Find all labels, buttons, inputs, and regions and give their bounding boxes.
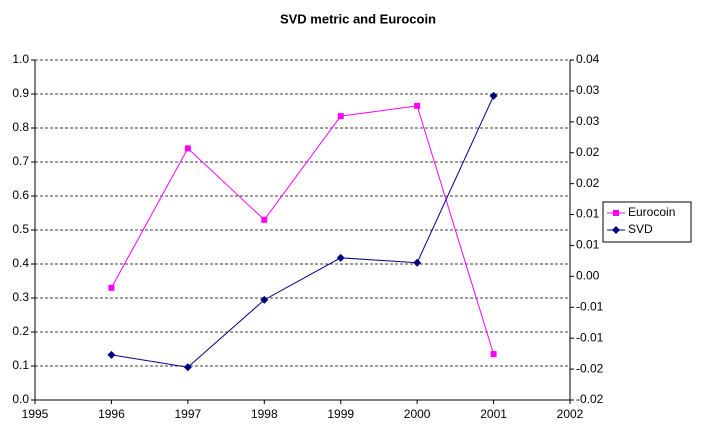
y2-tick-label: 0.03 xyxy=(576,114,600,128)
y2-tick-label: -0.02 xyxy=(576,361,604,375)
x-tick-label: 2002 xyxy=(557,407,584,421)
point xyxy=(107,350,116,359)
x-tick-label: 1997 xyxy=(175,407,202,421)
y-tick-label: 0.4 xyxy=(12,256,29,270)
y-tick-label: 0.5 xyxy=(12,222,29,236)
y2-tick-label: 0.01 xyxy=(576,207,600,221)
point xyxy=(260,295,269,304)
point xyxy=(490,351,497,358)
y2-tick-label: 0.03 xyxy=(576,83,600,97)
y-tick-label: 0.1 xyxy=(12,358,29,372)
legend-marker xyxy=(612,226,620,234)
point xyxy=(489,91,498,100)
x-tick-label: 2000 xyxy=(404,407,431,421)
x-tick-label: 1998 xyxy=(251,407,278,421)
y-tick-label: 0.3 xyxy=(12,290,29,304)
y-tick-label: 0.9 xyxy=(12,86,29,100)
point xyxy=(336,253,345,262)
point xyxy=(413,258,422,267)
x-tick-label: 1995 xyxy=(22,407,49,421)
x-tick-label: 2001 xyxy=(480,407,507,421)
chart-title: SVD metric and Eurocoin xyxy=(280,11,436,26)
point xyxy=(414,102,421,109)
legend-marker xyxy=(613,210,619,216)
point xyxy=(261,216,268,223)
point xyxy=(108,284,115,291)
series-line xyxy=(111,95,495,368)
y2-tick-label: -0.01 xyxy=(576,330,604,344)
y-tick-label: 0.8 xyxy=(12,120,29,134)
y-tick-label: 0.0 xyxy=(12,392,29,406)
y-tick-label: 1.0 xyxy=(12,52,29,66)
x-tick-label: 1996 xyxy=(98,407,125,421)
point xyxy=(184,145,191,152)
y2-tick-label: 0.01 xyxy=(576,238,600,252)
y-tick-label: 0.2 xyxy=(12,324,29,338)
y-tick-label: 0.7 xyxy=(12,154,29,168)
point xyxy=(337,113,344,120)
y2-tick-label: -0.02 xyxy=(576,392,604,406)
point xyxy=(183,363,192,372)
legend-box xyxy=(602,201,692,243)
y-tick-label: 0.6 xyxy=(12,188,29,202)
y2-tick-label: 0.02 xyxy=(576,145,600,159)
y2-tick-label: -0.01 xyxy=(576,299,604,313)
y2-tick-label: 0.04 xyxy=(576,52,600,66)
series-line xyxy=(110,105,495,355)
x-tick-label: 1999 xyxy=(327,407,354,421)
legend-label: SVD xyxy=(628,222,653,236)
legend-label: Eurocoin xyxy=(628,205,675,219)
y2-tick-label: 0.00 xyxy=(576,269,600,283)
y2-tick-label: 0.02 xyxy=(576,176,600,190)
